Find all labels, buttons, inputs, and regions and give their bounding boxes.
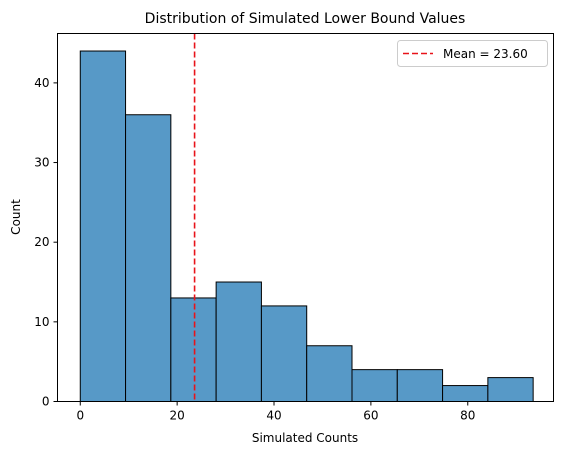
histogram-bar-10 bbox=[487, 377, 534, 402]
histogram-bar-9 bbox=[442, 385, 489, 403]
x-axis-label: Simulated Counts bbox=[252, 431, 358, 445]
legend-box bbox=[397, 40, 548, 67]
y-tick-label: 20 bbox=[34, 235, 49, 249]
histogram-bars bbox=[79, 50, 534, 403]
x-tick-label: 40 bbox=[266, 409, 281, 423]
histogram-bar-5 bbox=[260, 305, 308, 403]
x-tick-label: 60 bbox=[363, 409, 378, 423]
x-tick-label: 80 bbox=[460, 409, 475, 423]
plot-frame bbox=[57, 33, 554, 402]
y-tick-label: 0 bbox=[42, 395, 50, 409]
histogram-bar-6 bbox=[306, 345, 353, 403]
x-axis: 0 20 40 60 80 bbox=[76, 401, 475, 423]
legend: Mean = 23.60 bbox=[397, 40, 548, 67]
histogram-bar-8 bbox=[396, 369, 444, 402]
histogram-bar-7 bbox=[351, 369, 398, 402]
legend-mean-label: Mean = 23.60 bbox=[443, 47, 528, 61]
x-tick-label: 0 bbox=[76, 409, 84, 423]
x-tick-label: 20 bbox=[170, 409, 185, 423]
y-tick-label: 10 bbox=[34, 315, 49, 329]
y-tick-label: 30 bbox=[34, 156, 49, 170]
histogram-bar-4 bbox=[215, 281, 262, 402]
histogram-bar-2 bbox=[125, 114, 172, 402]
chart-title: Distribution of Simulated Lower Bound Va… bbox=[145, 11, 466, 27]
y-axis: 0 10 20 30 40 bbox=[34, 76, 58, 409]
y-tick-label: 40 bbox=[34, 76, 49, 90]
histogram-bar-1 bbox=[79, 50, 127, 403]
histogram-bar-3 bbox=[170, 297, 217, 403]
y-axis-label: Count bbox=[9, 199, 23, 235]
